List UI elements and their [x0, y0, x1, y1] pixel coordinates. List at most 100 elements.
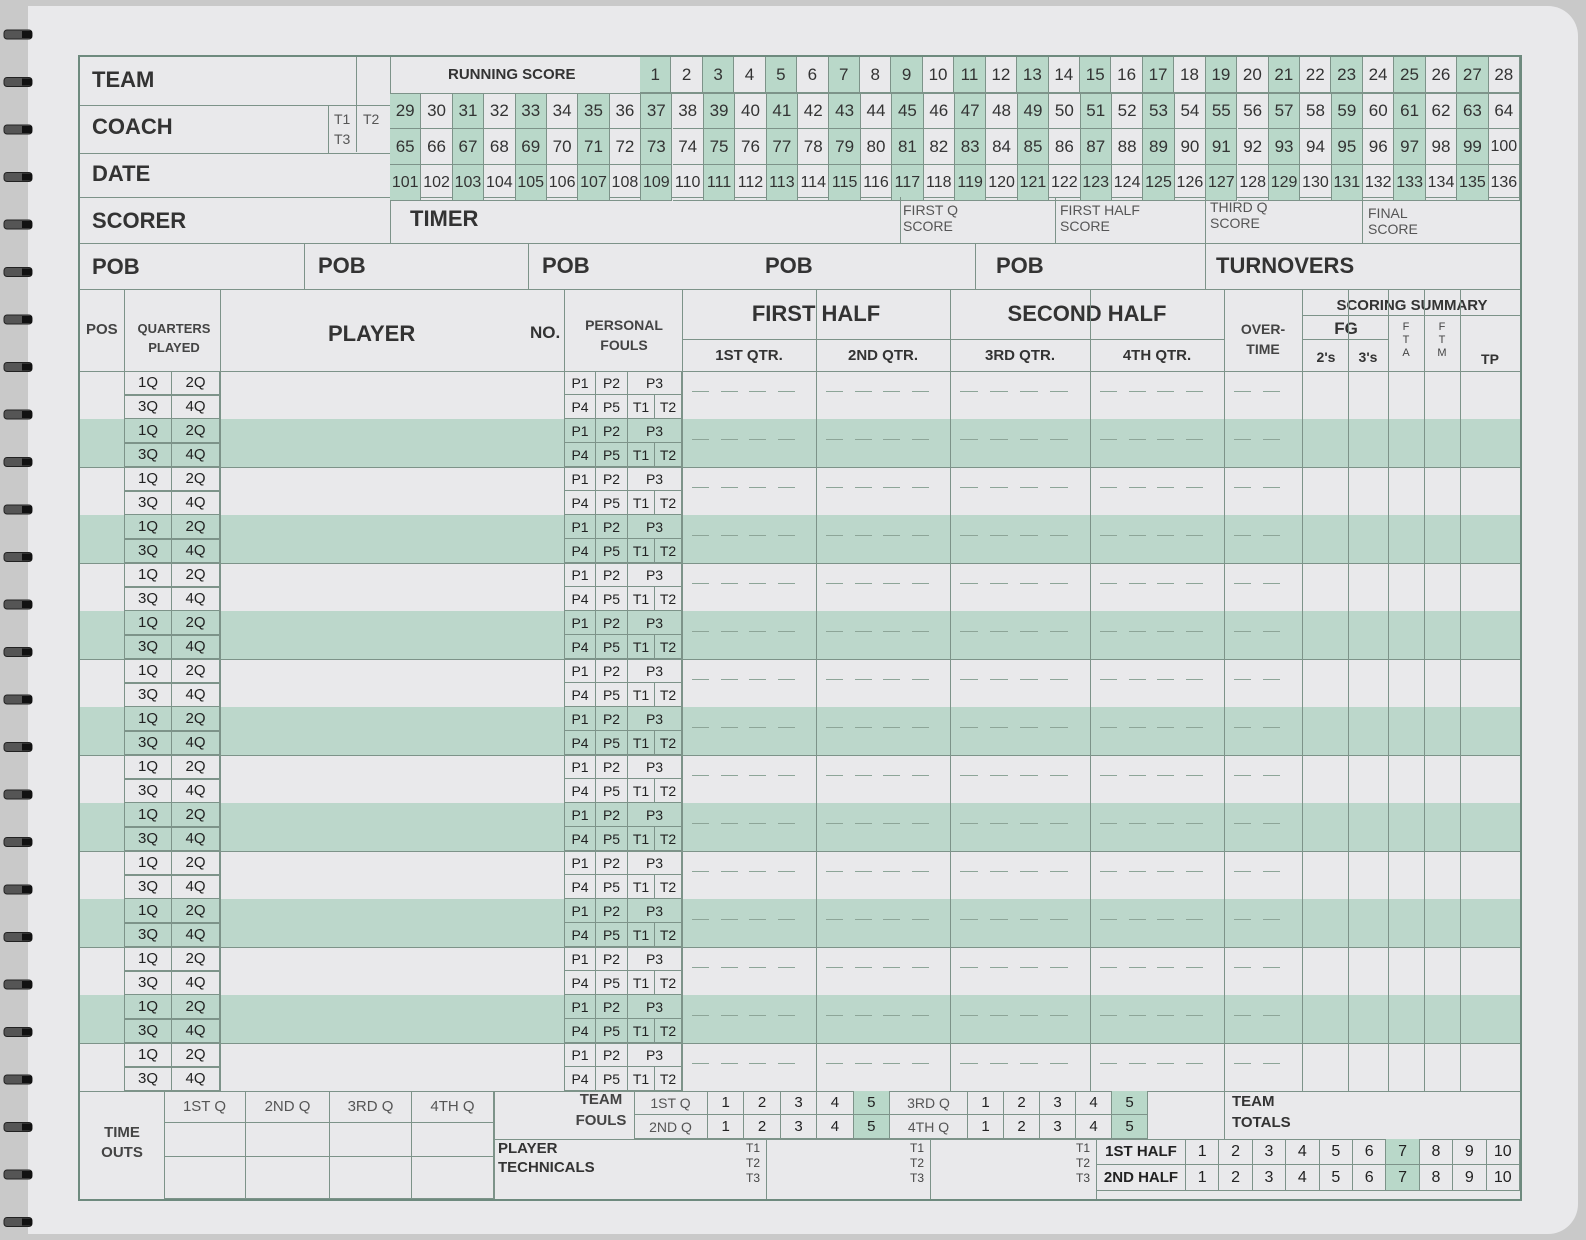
running-score-cell[interactable]: 91	[1206, 129, 1238, 165]
team-foul-box[interactable]: 4	[817, 1091, 854, 1115]
quarter-2q-box[interactable]: 2Q	[172, 515, 220, 539]
score-blank[interactable]	[1050, 1015, 1068, 1016]
score-blank[interactable]	[960, 1015, 978, 1016]
running-score-cell[interactable]: 105	[515, 165, 547, 201]
score-blank[interactable]	[749, 439, 767, 440]
foul-p1-box[interactable]: P1	[564, 467, 596, 491]
running-score-cell[interactable]: 135	[1457, 165, 1489, 201]
score-blank[interactable]	[777, 535, 795, 536]
score-blank[interactable]	[990, 439, 1008, 440]
score-blank[interactable]	[1050, 727, 1068, 728]
running-score-cell[interactable]: 16	[1111, 57, 1143, 93]
running-score-cell[interactable]: 21	[1268, 57, 1300, 93]
score-blank[interactable]	[854, 391, 872, 392]
score-blank[interactable]	[720, 679, 738, 680]
running-score-cell[interactable]: 128	[1237, 165, 1269, 201]
score-blank[interactable]	[1100, 391, 1118, 392]
score-blank[interactable]	[1157, 487, 1175, 488]
foul-p3-box[interactable]: P3	[628, 947, 682, 971]
foul-p3-box[interactable]: P3	[628, 995, 682, 1019]
score-blank[interactable]	[720, 775, 738, 776]
foul-p1-box[interactable]: P1	[564, 995, 596, 1019]
team-foul-box[interactable]: 4	[1076, 1091, 1112, 1115]
score-blank[interactable]	[826, 919, 844, 920]
score-blank[interactable]	[1185, 1015, 1203, 1016]
tech-t1-box[interactable]: T1	[628, 971, 655, 995]
score-blank[interactable]	[990, 919, 1008, 920]
score-blank[interactable]	[854, 1015, 872, 1016]
quarter-4q-box[interactable]: 4Q	[172, 491, 220, 515]
running-score-cell[interactable]: 94	[1300, 129, 1332, 165]
team-foul-box[interactable]: 1	[708, 1115, 745, 1139]
running-score-cell[interactable]: 28	[1488, 57, 1520, 93]
score-blank[interactable]	[883, 727, 901, 728]
tech-t1-box[interactable]: T1	[628, 1067, 655, 1091]
running-score-cell[interactable]: 116	[860, 165, 893, 201]
tech-t2-box[interactable]: T2	[655, 875, 682, 899]
score-blank[interactable]	[1128, 439, 1146, 440]
running-score-cell[interactable]: 80	[860, 129, 893, 165]
score-blank[interactable]	[1020, 535, 1038, 536]
score-blank[interactable]	[777, 775, 795, 776]
score-blank[interactable]	[1234, 919, 1252, 920]
running-score-cell[interactable]: 14	[1048, 57, 1080, 93]
running-score-cell[interactable]: 109	[641, 165, 673, 201]
score-blank[interactable]	[692, 919, 710, 920]
running-score-cell[interactable]: 46	[923, 93, 955, 129]
score-blank[interactable]	[1185, 679, 1203, 680]
second-half-foul-box[interactable]: 6	[1353, 1165, 1387, 1191]
score-blank[interactable]	[826, 823, 844, 824]
score-blank[interactable]	[1050, 919, 1068, 920]
foul-p4-box[interactable]: P4	[564, 827, 596, 851]
quarter-2q-box[interactable]: 2Q	[172, 371, 220, 395]
foul-p1-box[interactable]: P1	[564, 899, 596, 923]
quarter-2q-box[interactable]: 2Q	[172, 467, 220, 491]
score-blank[interactable]	[692, 823, 710, 824]
foul-p5-box[interactable]: P5	[596, 827, 628, 851]
running-score-cell[interactable]: 90	[1174, 129, 1207, 165]
score-blank[interactable]	[1100, 487, 1118, 488]
running-score-cell[interactable]: 122	[1049, 165, 1081, 201]
score-blank[interactable]	[1185, 967, 1203, 968]
score-blank[interactable]	[1263, 535, 1281, 536]
score-blank[interactable]	[1020, 1063, 1038, 1064]
running-score-cell[interactable]: 31	[452, 93, 485, 129]
score-blank[interactable]	[1157, 391, 1175, 392]
tech-t2-box[interactable]: T2	[655, 923, 682, 947]
running-score-cell[interactable]: 74	[672, 129, 704, 165]
quarter-1q-box[interactable]: 1Q	[124, 371, 172, 395]
quarter-4q-box[interactable]: 4Q	[172, 635, 220, 659]
score-blank[interactable]	[1263, 487, 1281, 488]
score-blank[interactable]	[749, 391, 767, 392]
foul-p2-box[interactable]: P2	[596, 659, 628, 683]
score-blank[interactable]	[1128, 679, 1146, 680]
running-score-cell[interactable]: 49	[1017, 93, 1050, 129]
timeout-box[interactable]	[246, 1157, 330, 1199]
running-score-cell[interactable]: 59	[1331, 93, 1364, 129]
score-blank[interactable]	[749, 487, 767, 488]
score-blank[interactable]	[749, 967, 767, 968]
running-score-cell[interactable]: 34	[546, 93, 579, 129]
score-blank[interactable]	[1100, 439, 1118, 440]
foul-p5-box[interactable]: P5	[596, 539, 628, 563]
first-half-foul-box[interactable]: 5	[1319, 1139, 1353, 1165]
quarter-4q-box[interactable]: 4Q	[172, 587, 220, 611]
score-blank[interactable]	[1020, 727, 1038, 728]
foul-p3-box[interactable]: P3	[628, 467, 682, 491]
score-blank[interactable]	[826, 1015, 844, 1016]
running-score-cell[interactable]: 72	[609, 129, 642, 165]
running-score-cell[interactable]: 96	[1363, 129, 1395, 165]
score-blank[interactable]	[1020, 919, 1038, 920]
score-blank[interactable]	[1263, 439, 1281, 440]
score-blank[interactable]	[911, 823, 929, 824]
score-blank[interactable]	[1263, 631, 1281, 632]
running-score-cell[interactable]: 73	[641, 129, 673, 165]
score-blank[interactable]	[1100, 583, 1118, 584]
score-blank[interactable]	[854, 679, 872, 680]
running-score-cell[interactable]: 64	[1488, 93, 1520, 129]
second-half-foul-box[interactable]: 10	[1486, 1165, 1520, 1191]
foul-p3-box[interactable]: P3	[628, 899, 682, 923]
score-blank[interactable]	[911, 679, 929, 680]
running-score-cell[interactable]: 130	[1300, 165, 1332, 201]
score-blank[interactable]	[777, 1015, 795, 1016]
